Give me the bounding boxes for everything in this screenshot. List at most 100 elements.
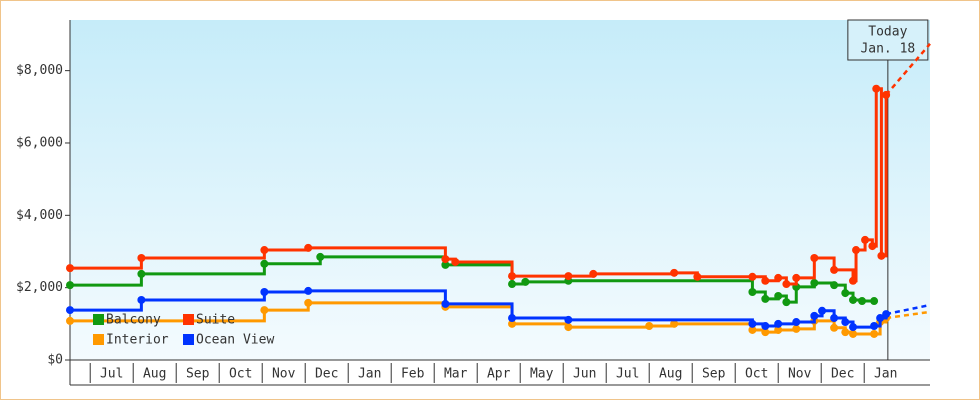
point — [882, 310, 891, 319]
point — [861, 235, 870, 244]
point — [564, 315, 573, 324]
point — [774, 291, 783, 300]
today-box — [847, 19, 929, 61]
point — [849, 276, 858, 285]
point — [810, 278, 819, 287]
point — [792, 318, 801, 327]
point — [670, 319, 679, 328]
point — [870, 322, 879, 330]
point — [137, 295, 146, 304]
point — [508, 280, 517, 289]
point — [877, 251, 886, 260]
x-tick-label: Sep — [186, 367, 210, 382]
point — [782, 298, 791, 307]
point — [66, 316, 74, 325]
x-tick-label: Apr — [487, 367, 511, 382]
point — [441, 299, 450, 308]
legend-swatch — [183, 314, 194, 325]
point — [792, 324, 801, 333]
point — [782, 280, 791, 289]
point — [792, 273, 801, 282]
point — [66, 264, 74, 273]
point — [849, 295, 858, 304]
x-tick-label: Jul — [616, 367, 639, 382]
legend-label: Balcony — [106, 313, 161, 328]
point — [841, 318, 850, 327]
x-tick-label: Mar — [444, 367, 468, 382]
x-tick-label: Jan — [874, 367, 897, 382]
point — [761, 328, 770, 337]
point — [870, 297, 879, 306]
x-tick-label: Dec — [315, 367, 338, 382]
x-tick-label: May — [530, 367, 554, 382]
point — [441, 255, 450, 264]
y-tick-label: $4,000 — [16, 208, 63, 223]
point — [748, 272, 757, 281]
point — [521, 277, 530, 286]
point — [564, 272, 573, 281]
x-tick-label: Sep — [702, 367, 726, 382]
x-tick-label: Jul — [100, 367, 123, 382]
projection-line — [885, 310, 931, 320]
point — [748, 288, 757, 296]
legend-label: Interior — [106, 333, 169, 348]
point — [870, 329, 879, 338]
point — [508, 314, 517, 323]
point — [872, 84, 881, 93]
point — [589, 269, 598, 278]
point — [748, 325, 757, 334]
point — [774, 319, 783, 328]
point — [761, 276, 770, 285]
legend-swatch — [93, 314, 104, 325]
point — [858, 297, 867, 306]
point — [830, 281, 839, 290]
point — [66, 306, 74, 315]
point — [841, 328, 850, 337]
x-tick-label: Jan — [358, 367, 381, 382]
point — [818, 306, 827, 315]
legend-label: Ocean View — [196, 333, 274, 348]
legend-swatch — [183, 334, 194, 345]
point — [441, 260, 450, 269]
projection-line — [885, 43, 931, 96]
point — [841, 289, 850, 298]
x-tick-label: Nov — [272, 367, 296, 382]
y-tick-label: $0 — [47, 353, 63, 368]
point — [260, 259, 269, 268]
x-tick-label: Nov — [788, 367, 812, 382]
legend-swatch — [93, 334, 104, 345]
point — [260, 246, 269, 255]
point — [137, 269, 146, 278]
x-tick-label: Feb — [401, 367, 425, 382]
point — [748, 319, 757, 328]
x-tick-label: Oct — [229, 367, 252, 382]
point — [882, 90, 891, 99]
point — [508, 319, 517, 328]
point — [830, 323, 839, 332]
legend-label: Suite — [196, 313, 235, 328]
point — [304, 286, 313, 295]
point — [761, 294, 770, 303]
point — [137, 254, 146, 262]
plot-area — [70, 20, 930, 360]
point — [66, 281, 74, 290]
point — [868, 242, 877, 251]
point — [761, 322, 770, 330]
point — [774, 325, 783, 334]
point — [774, 273, 783, 282]
point — [508, 272, 517, 281]
point — [830, 314, 839, 323]
point — [849, 323, 858, 332]
x-tick-label: Dec — [831, 367, 854, 382]
point — [852, 246, 861, 255]
x-tick-label: Aug — [659, 367, 682, 382]
y-tick-label: $6,000 — [16, 135, 63, 150]
y-tick-label: $2,000 — [16, 280, 63, 295]
y-tick-label: $8,000 — [16, 63, 63, 78]
today-label: Jan. 18 — [860, 42, 915, 57]
point — [304, 298, 313, 307]
point — [670, 268, 679, 277]
point — [304, 243, 313, 252]
